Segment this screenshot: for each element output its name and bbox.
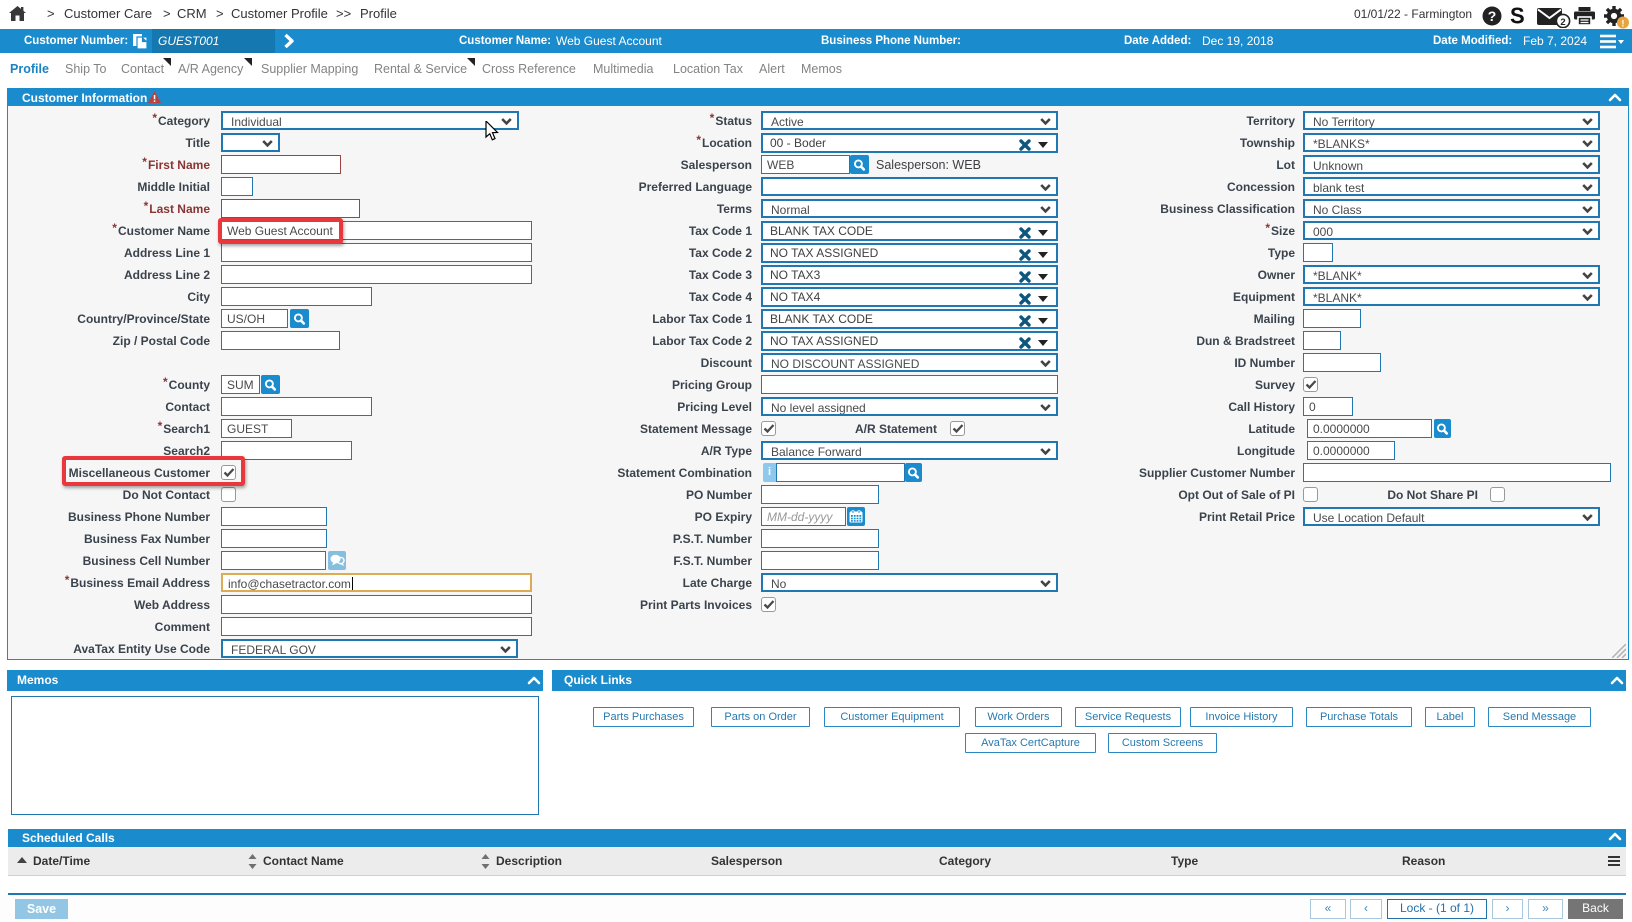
svg-text:2: 2 [1560,17,1565,28]
svg-text:!: ! [1621,19,1624,30]
svg-text:?: ? [1488,8,1497,24]
